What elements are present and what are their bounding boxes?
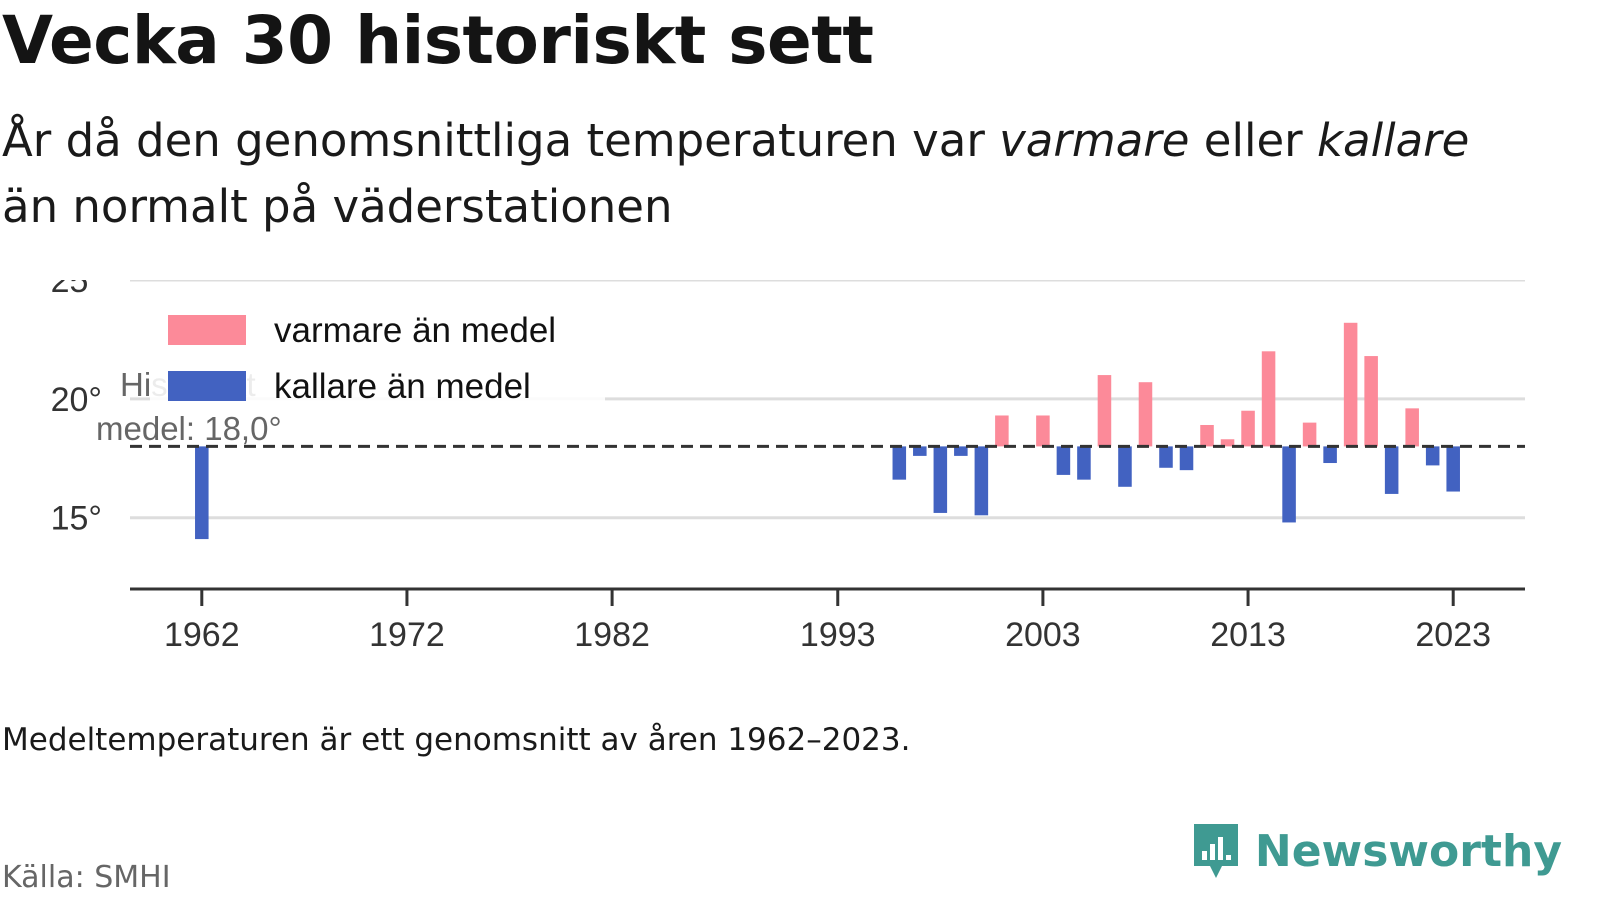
bar-warm <box>1405 408 1419 447</box>
x-tick-label: 2023 <box>1415 616 1491 654</box>
y-tick-label: 15° <box>51 500 102 538</box>
subtitle-warm: varmare <box>999 114 1190 167</box>
x-axis: 1962 1972 1982 1993 2003 2013 2023 <box>130 587 1525 654</box>
x-tick-label: 1993 <box>800 616 876 654</box>
bar-warm <box>1220 439 1235 447</box>
x-tick-label: 1972 <box>369 616 445 654</box>
bar-warm <box>1097 375 1112 447</box>
bar-warm <box>1302 422 1317 447</box>
bar-cold <box>1282 446 1296 523</box>
bar-cold <box>1179 446 1194 471</box>
bar-warm <box>1364 356 1378 447</box>
bar-cold <box>1384 446 1399 494</box>
subtitle-cold: kallare <box>1316 114 1470 167</box>
bar-cold <box>1118 446 1132 487</box>
legend: varmare än medel kallare än medel <box>150 300 605 415</box>
bar-warm <box>1343 322 1358 447</box>
brand-name: Newsworthy <box>1254 825 1562 877</box>
x-tick-label: 1962 <box>164 616 240 654</box>
legend-swatch-warm <box>168 315 246 345</box>
bar-cold <box>913 446 927 456</box>
bar-cold <box>892 446 907 480</box>
x-tick-label: 1982 <box>574 616 650 654</box>
bar-cold <box>1056 446 1071 475</box>
temperature-bar-chart: 15°20°25° Historisktmedel: 18,0° 1962197… <box>51 280 1525 654</box>
subtitle-part2: eller <box>1189 114 1317 167</box>
bar-cold <box>954 446 968 456</box>
subtitle-part1: År då den genomsnittliga temperaturen va… <box>2 114 1000 167</box>
bar-warm <box>1261 351 1276 447</box>
bar-cold <box>195 446 209 540</box>
bar-warm <box>1241 410 1255 447</box>
bar-cold <box>1323 446 1337 464</box>
y-axis-ticks: 15° 20° 25° <box>51 280 102 538</box>
legend-label-warm: varmare än medel <box>274 311 556 350</box>
bar-cold <box>1425 446 1440 466</box>
bars <box>195 322 1460 540</box>
bar-warm <box>1036 415 1050 447</box>
bar-warm <box>1138 382 1153 447</box>
subtitle-part3: än normalt på väderstationen <box>2 180 673 233</box>
bar-cold <box>1077 446 1091 480</box>
legend-label-cold: kallare än medel <box>274 367 531 406</box>
chart-subtitle: År då den genomsnittliga temperaturen va… <box>2 108 1522 240</box>
x-tick-label: 2013 <box>1210 616 1286 654</box>
x-tick-label: 2003 <box>1005 616 1081 654</box>
source-credit: Källa: SMHI <box>2 860 171 895</box>
bar-warm <box>995 415 1009 447</box>
bar-cold <box>1446 446 1460 492</box>
y-tick-label: 20° <box>51 381 102 419</box>
bar-warm <box>1200 424 1214 447</box>
baseline-label-line2: medel: 18,0° <box>96 410 282 447</box>
y-tick-label: 25° <box>51 280 102 300</box>
bar-cold <box>974 446 989 516</box>
brand-logo: Newsworthy <box>1191 822 1562 880</box>
chart-note: Medeltemperaturen är ett genomsnitt av å… <box>2 722 911 758</box>
bar-cold <box>1159 446 1173 468</box>
chart-title: Vecka 30 historiskt sett <box>2 2 874 79</box>
legend-swatch-cold <box>168 371 246 401</box>
bar-cold <box>933 446 948 513</box>
newsworthy-icon <box>1193 824 1238 878</box>
